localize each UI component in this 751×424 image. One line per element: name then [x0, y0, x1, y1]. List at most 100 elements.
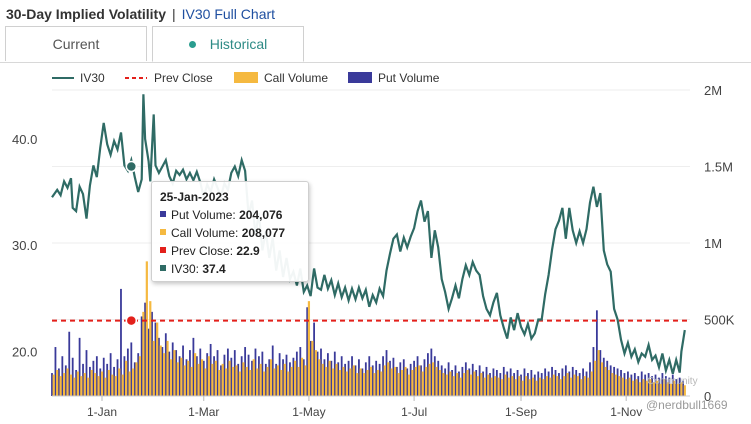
call-bar-38	[183, 365, 186, 396]
put-bar-10	[85, 350, 88, 396]
call-bar-105	[414, 366, 417, 396]
call-bar-30	[156, 322, 159, 396]
call-bar-122	[473, 371, 476, 396]
chart-legend: IV30 Prev Close Call Volume Put Volume	[52, 71, 440, 85]
put-bar-35	[171, 342, 174, 396]
put-bar-44	[202, 360, 205, 396]
legend-put-volume[interactable]: Put Volume	[348, 71, 440, 85]
put-bar-151	[571, 366, 574, 396]
put-bar-111	[433, 356, 436, 396]
put-bar-148	[561, 368, 564, 396]
call-bar-20	[121, 374, 124, 396]
put-bar-33	[164, 333, 167, 396]
call-bar-175	[656, 380, 659, 396]
put-bar-75	[309, 340, 312, 396]
legend-call-volume[interactable]: Call Volume	[234, 71, 328, 85]
put-bar-119	[461, 366, 464, 396]
call-bar-164	[618, 376, 621, 396]
call-bar-35	[173, 350, 176, 396]
call-bar-143	[545, 376, 548, 396]
put-bar-71	[295, 351, 298, 396]
call-bar-40	[190, 366, 193, 396]
put-bar-96	[382, 356, 384, 396]
put-bar-165	[620, 369, 622, 396]
put-bar-9	[82, 363, 84, 396]
legend-prev-close[interactable]: Prev Close	[125, 71, 213, 85]
call-bar-171	[642, 379, 645, 396]
call-bar-26	[142, 311, 145, 396]
hover-tooltip: 25-Jan-2023 Put Volume: 204,076 Call Vol…	[151, 181, 309, 282]
call-bar-123	[476, 376, 480, 396]
put-bar-27	[144, 302, 147, 396]
call-bar-124	[480, 373, 483, 396]
call-bar-43	[200, 359, 204, 396]
put-bar-110	[430, 348, 433, 396]
x-tick-label-5: 1-Nov	[610, 405, 642, 419]
put-bar-34	[168, 351, 171, 396]
call-bar-18	[114, 376, 117, 396]
call-bar-101	[400, 369, 404, 396]
call-bar-134	[514, 379, 517, 396]
put-bar-65	[275, 363, 278, 396]
watermark-community: Community	[647, 376, 698, 387]
call-bar-11	[90, 369, 93, 396]
tooltip-call-label: Call Volume:	[171, 226, 239, 240]
put-bar-168	[630, 374, 633, 396]
put-bar-46	[209, 343, 212, 396]
put-bar-94	[375, 360, 378, 396]
call-bar-60	[259, 363, 262, 396]
call-bar-127	[490, 377, 493, 396]
call-bar-1	[56, 369, 59, 396]
call-bar-104	[411, 369, 414, 396]
tab-historical-label: Historical	[209, 36, 268, 52]
call-bar-165	[621, 377, 624, 396]
call-bar-88	[356, 373, 359, 396]
put-bar-132	[506, 371, 509, 396]
put-bar-127	[489, 373, 491, 396]
call-bar-2	[59, 376, 62, 396]
put-bar-152	[575, 369, 578, 396]
put-bar-49	[220, 365, 222, 396]
tab-historical[interactable]: Historical	[152, 26, 304, 62]
call-bar-133	[511, 376, 514, 396]
call-bar-12	[94, 373, 97, 396]
call-bar-4	[66, 368, 69, 396]
full-chart-link[interactable]: IV30 Full Chart	[181, 6, 276, 22]
put-bar-175	[654, 374, 657, 396]
put-bar-117	[454, 365, 457, 396]
put-bar-90	[361, 368, 364, 396]
legend-put-swatch	[348, 72, 372, 83]
call-bar-31	[159, 345, 162, 396]
call-bar-50	[225, 368, 228, 396]
call-volume-bars	[52, 261, 686, 396]
legend-iv30[interactable]: IV30	[52, 71, 105, 85]
call-bar-67	[283, 363, 286, 396]
put-bar-13	[95, 356, 98, 396]
tooltip-iv-value: 37.4	[202, 262, 226, 276]
call-bar-36	[176, 362, 179, 396]
put-bar-106	[416, 356, 419, 396]
put-bar-41	[192, 337, 195, 396]
call-bar-39	[187, 360, 190, 396]
call-bar-19	[118, 368, 121, 396]
put-bar-158	[595, 310, 598, 396]
put-bar-72	[299, 347, 302, 396]
tab-current[interactable]: Current	[5, 26, 147, 61]
call-bar-180	[673, 380, 676, 396]
call-bar-16	[107, 369, 111, 396]
put-bar-137	[523, 368, 526, 396]
call-bar-181	[676, 383, 680, 396]
put-bar-56	[244, 347, 247, 396]
call-bar-48	[218, 369, 221, 396]
call-bar-80	[328, 360, 331, 396]
put-bar-74	[306, 307, 309, 396]
put-bar-21	[123, 356, 126, 396]
put-bar-157	[592, 347, 595, 396]
put-bar-113	[440, 365, 443, 396]
call-bar-107	[421, 371, 424, 396]
call-bar-167	[628, 377, 631, 396]
put-bar-170	[637, 376, 640, 396]
watermark-user: @nerdbull1669	[646, 398, 728, 412]
put-bar-68	[285, 354, 288, 396]
chart-title: 30-Day Implied Volatility	[6, 6, 167, 22]
